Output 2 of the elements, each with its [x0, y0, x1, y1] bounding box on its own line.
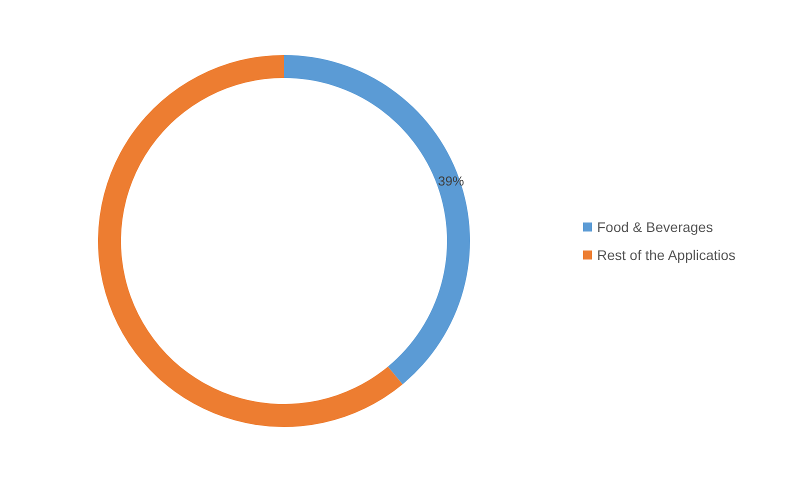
legend-label: Food & Beverages: [597, 219, 713, 235]
legend-label: Rest of the Applicatios: [597, 247, 736, 263]
